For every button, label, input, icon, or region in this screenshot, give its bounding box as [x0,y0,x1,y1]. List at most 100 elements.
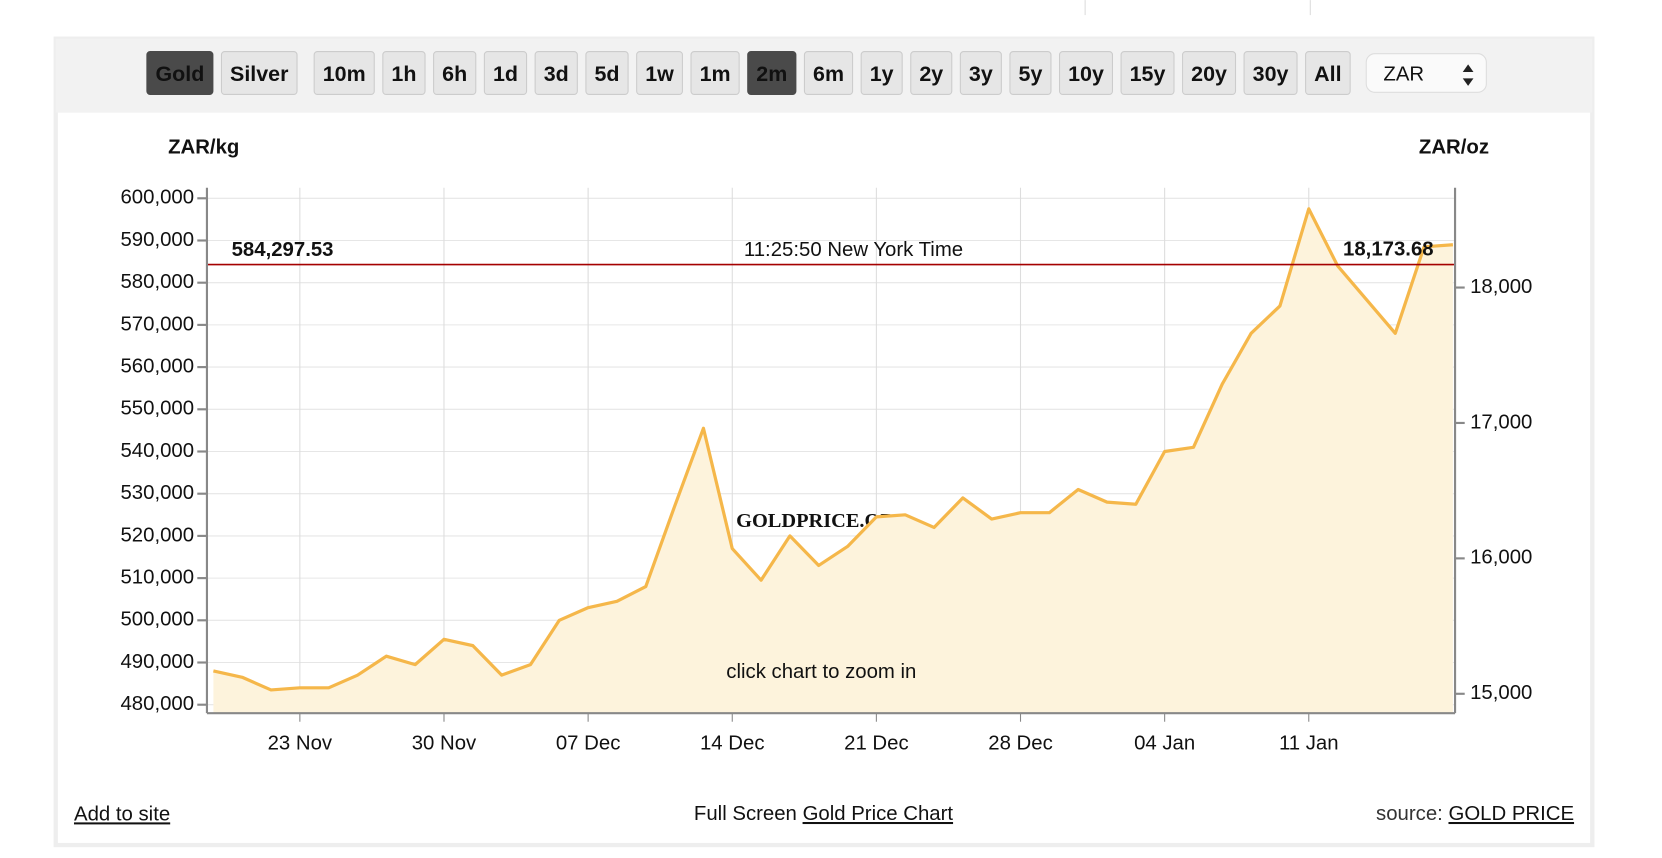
y-tick-label: 580,000 [120,271,194,293]
x-tick-label: 04 Jan [1134,733,1195,755]
button-label: 2y [919,62,943,86]
button-bg [483,51,528,95]
button[interactable]: 2y [910,51,953,95]
button[interactable]: 1y [860,51,903,95]
button-bg [146,51,214,95]
price-label-kg: 584,297.53 [232,239,334,261]
button[interactable]: 2m [747,51,797,95]
select-arrows [1462,64,1474,86]
button-bg [636,51,683,95]
zoom-hint: click chart to zoom in [726,661,916,683]
button[interactable]: 5d [585,51,629,95]
y-tick-label: 520,000 [120,524,194,546]
y-tick-label: 600,000 [120,187,194,209]
button[interactable]: 5y [1009,51,1052,95]
y-tick-label: 570,000 [120,313,194,335]
time-label: 11:25:50 New York Time [744,239,963,261]
button-bg [1120,51,1175,95]
y-tick-label: 530,000 [120,482,194,504]
button-label: 15y [1130,62,1166,86]
footer-text: Full Screen [694,803,797,825]
button-bg [860,51,903,95]
button-bg [690,51,740,95]
button-label: Gold [155,62,204,86]
button[interactable]: 3d [534,51,578,95]
button-bg [959,51,1002,95]
button[interactable]: 6h [433,51,477,95]
button-bg [220,51,298,95]
button-bg [1305,51,1351,95]
chart-link[interactable]: Gold Price Chart [803,803,954,825]
button[interactable]: 10y [1059,51,1114,95]
price-label-oz: 18,173.68 [1343,238,1434,260]
button[interactable]: 30y [1243,51,1298,95]
button-label: 3d [544,62,569,86]
source-link[interactable]: GOLD PRICE [1448,803,1574,825]
footer-center: Full Screen Gold Price Chart [694,803,953,825]
button[interactable]: 1d [483,51,528,95]
button[interactable]: 10m [313,51,375,95]
y-tick-label: 490,000 [120,651,194,673]
button-label: 6h [442,62,467,86]
button-label: Silver [230,62,289,86]
button-bg [534,51,578,95]
button-label: 1m [700,62,731,86]
button-label: 1d [493,62,518,86]
button-bg [1009,51,1052,95]
y2-tick-label: 17,000 [1470,411,1532,433]
source-text: source: [1376,803,1443,825]
button[interactable]: 20y [1182,51,1237,95]
y-tick-label: 550,000 [120,398,194,420]
button-label: 5d [594,62,619,86]
x-tick-label: 07 Dec [556,733,621,755]
button[interactable]: All [1305,51,1351,95]
button-label: 10m [323,62,366,86]
x-tick-label: 23 Nov [268,733,333,755]
button-label: 20y [1191,62,1227,86]
button-bg [382,51,426,95]
x-tick-label: 21 Dec [844,733,909,755]
button-label: 10y [1068,62,1104,86]
y-tick-label: 500,000 [120,609,194,631]
button-label: 3y [969,62,993,86]
button[interactable]: 1m [690,51,740,95]
y-tick-label: 480,000 [120,693,194,715]
button-label: 1w [645,62,674,86]
button[interactable]: Gold [146,51,214,95]
button-bg [1059,51,1114,95]
button-label: 1y [870,62,894,86]
button[interactable]: 1w [636,51,683,95]
price-line [213,207,1454,692]
button-label: 30y [1253,62,1289,86]
x-tick-label: 30 Nov [412,733,477,755]
x-tick-label: 28 Dec [988,733,1053,755]
y-tick-label: 560,000 [120,355,194,377]
button[interactable]: 6m [803,51,854,95]
add-to-site-link[interactable]: Add to site [74,803,170,825]
y-tick-label: 590,000 [120,229,194,251]
footer-source: source: GOLD PRICE [1376,803,1574,825]
y-axis-title: ZAR/kg [168,136,239,158]
button[interactable]: 15y [1120,51,1175,95]
y2-tick-label: 18,000 [1470,276,1532,298]
area-fill [213,208,1453,714]
button[interactable]: Silver [220,51,298,95]
button-label: 5y [1019,62,1043,86]
button[interactable]: 1h [382,51,426,95]
y-tick-label: 510,000 [120,566,194,588]
x-tick-label: 14 Dec [700,733,765,755]
button-bg [910,51,953,95]
y2-tick-label: 15,000 [1470,682,1532,704]
button-label: 2m [756,62,787,86]
button-label: 6m [813,62,844,86]
button-bg [313,51,375,95]
y-tick-label: 540,000 [120,440,194,462]
button-bg [747,51,797,95]
button-label: All [1314,62,1341,86]
currency-select[interactable] [1365,53,1487,93]
button-bg [803,51,854,95]
button-bg [433,51,477,95]
button[interactable]: 3y [959,51,1002,95]
